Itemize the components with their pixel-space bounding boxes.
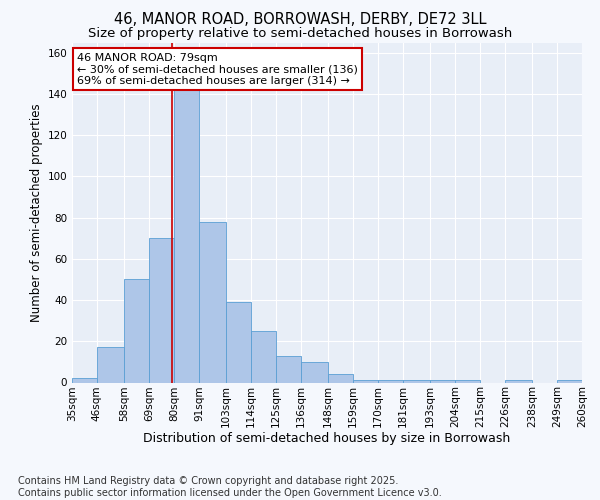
- Bar: [378, 380, 403, 382]
- X-axis label: Distribution of semi-detached houses by size in Borrowash: Distribution of semi-detached houses by …: [143, 432, 511, 444]
- Bar: [505, 380, 532, 382]
- Bar: [403, 380, 430, 382]
- Bar: [174, 80, 199, 382]
- Y-axis label: Number of semi-detached properties: Number of semi-detached properties: [30, 103, 43, 322]
- Bar: [251, 331, 276, 382]
- Bar: [199, 222, 226, 382]
- Bar: [276, 356, 301, 382]
- Text: Size of property relative to semi-detached houses in Borrowash: Size of property relative to semi-detach…: [88, 28, 512, 40]
- Bar: [72, 378, 97, 382]
- Bar: [430, 380, 455, 382]
- Text: 46 MANOR ROAD: 79sqm
← 30% of semi-detached houses are smaller (136)
69% of semi: 46 MANOR ROAD: 79sqm ← 30% of semi-detac…: [77, 52, 358, 86]
- Bar: [149, 238, 174, 382]
- Bar: [301, 362, 328, 382]
- Bar: [97, 348, 124, 382]
- Bar: [557, 380, 582, 382]
- Bar: [124, 280, 149, 382]
- Bar: [353, 380, 378, 382]
- Text: Contains HM Land Registry data © Crown copyright and database right 2025.
Contai: Contains HM Land Registry data © Crown c…: [18, 476, 442, 498]
- Bar: [455, 380, 480, 382]
- Text: 46, MANOR ROAD, BORROWASH, DERBY, DE72 3LL: 46, MANOR ROAD, BORROWASH, DERBY, DE72 3…: [114, 12, 486, 28]
- Bar: [226, 302, 251, 382]
- Bar: [328, 374, 353, 382]
